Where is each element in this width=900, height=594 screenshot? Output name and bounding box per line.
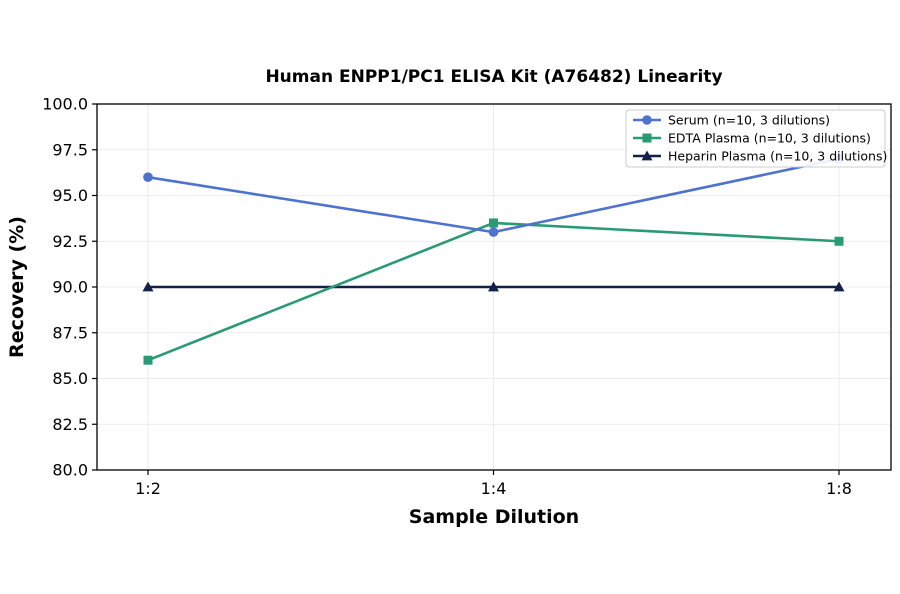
data-point — [488, 227, 499, 237]
data-point — [834, 236, 844, 246]
y-tick-label: 87.5 — [52, 323, 88, 342]
legend-label: EDTA Plasma (n=10, 3 dilutions) — [668, 131, 871, 146]
legend-marker — [642, 115, 652, 125]
y-tick-label: 92.5 — [52, 232, 88, 251]
legend-marker — [641, 150, 653, 161]
legend: Serum (n=10, 3 dilutions) EDTA Plasma (n=… — [625, 109, 887, 168]
y-tick-label: 97.5 — [52, 140, 88, 159]
y-tick-label: 90.0 — [52, 278, 88, 297]
legend-label: Heparin Plasma (n=10, 3 dilutions) — [668, 149, 887, 164]
tick-layer: 80.0 82.5 85.0 87.5 90.0 92.5 95.0 97.5 100.0 1:2… — [42, 95, 852, 499]
legend-label: Serum (n=10, 3 dilutions) — [668, 113, 830, 128]
chart-title: Human ENPP1/PC1 ELISA Kit (A76482) Linea… — [265, 67, 722, 87]
x-axis-title: Sample Dilution — [409, 506, 579, 528]
y-tick-label: 85.0 — [52, 369, 88, 388]
y-axis-title: Recovery (%) — [6, 216, 28, 358]
legend-item: Serum (n=10, 3 dilutions) — [633, 113, 830, 128]
data-point — [142, 281, 154, 292]
data-point — [833, 281, 845, 292]
legend-marker — [642, 133, 652, 143]
legend-item: EDTA Plasma (n=10, 3 dilutions) — [633, 131, 871, 146]
data-point — [489, 218, 498, 228]
x-tick-label: 1:2 — [135, 479, 161, 498]
x-tick-label: 1:8 — [826, 479, 852, 498]
y-tick-label: 80.0 — [52, 461, 88, 480]
data-point — [143, 172, 153, 182]
series-square — [143, 218, 844, 365]
x-tick-label: 1:4 — [481, 479, 507, 498]
y-tick-label: 95.0 — [52, 186, 88, 205]
data-point — [488, 281, 499, 292]
series-triangle — [142, 281, 845, 292]
y-tick-label: 100.0 — [42, 95, 88, 114]
legend-item: Heparin Plasma (n=10, 3 dilutions) — [633, 149, 887, 164]
y-tick-label: 82.5 — [52, 415, 88, 434]
data-point — [143, 355, 153, 365]
legend-box — [625, 109, 886, 168]
